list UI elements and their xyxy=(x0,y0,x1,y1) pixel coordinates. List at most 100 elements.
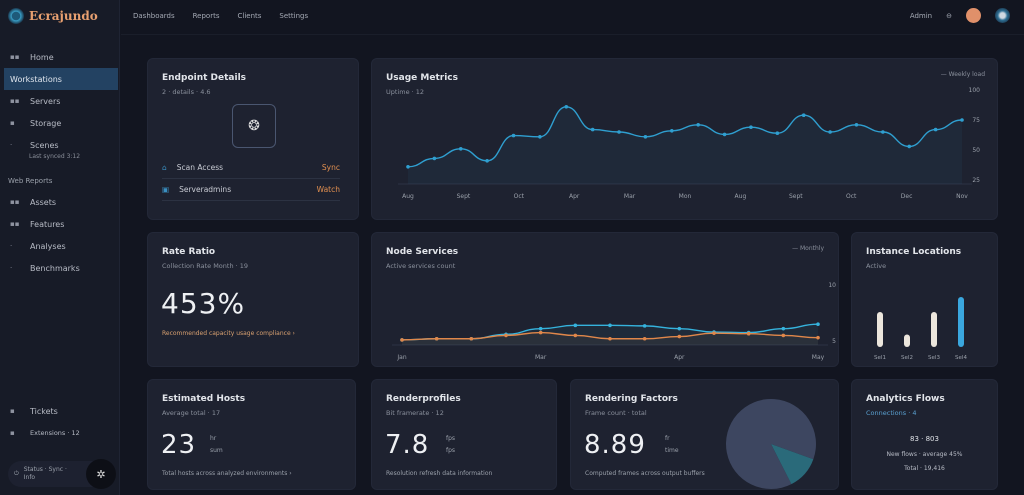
sidebar-item-sub: Last synced 3:12 xyxy=(29,153,81,160)
card-subtitle: Uptime · 12 xyxy=(386,88,425,96)
settings-button[interactable]: ✲ xyxy=(86,459,116,489)
sidebar-item-home[interactable]: ▪▪ Home xyxy=(0,46,120,68)
data-point xyxy=(677,326,682,331)
device-icon[interactable]: ❂ xyxy=(232,104,276,148)
data-point xyxy=(749,125,753,129)
sidebar-item-workstations[interactable]: Workstations xyxy=(4,68,118,90)
label: Benchmarks xyxy=(30,263,80,273)
sidebar-item-tickets[interactable]: ▪ Tickets xyxy=(0,400,120,422)
footer-status: Status · Sync · Info xyxy=(23,466,67,481)
x-tick-label: May xyxy=(812,354,825,361)
card-subtitle: Bit framerate · 12 xyxy=(386,409,444,417)
data-point xyxy=(801,113,806,117)
data-point xyxy=(960,118,964,122)
profiles-card: Renderprofiles Bit framerate · 12 7.8 fp… xyxy=(371,379,557,490)
user-label[interactable]: Admin xyxy=(909,11,933,20)
flows-line: 83 · 803 xyxy=(910,435,939,443)
data-point xyxy=(406,165,410,169)
bar xyxy=(877,312,883,347)
locations-chart: Sel1 Sel2 Sel3 Sel4 xyxy=(874,297,967,361)
label: Scenes xyxy=(30,140,59,150)
dot-icon: · xyxy=(10,264,13,272)
x-tick-label: Dec xyxy=(901,193,913,200)
card-title: Analytics Flows xyxy=(866,394,945,404)
x-tick-label: Oct xyxy=(514,193,525,200)
data-point xyxy=(775,131,780,135)
series-line xyxy=(407,106,963,168)
card-title: Instance Locations xyxy=(866,247,962,257)
data-point xyxy=(854,123,859,127)
power-icon[interactable]: ⏻ xyxy=(14,470,19,477)
data-point xyxy=(573,323,578,328)
data-point xyxy=(907,144,912,149)
sidebar-item-storage[interactable]: ▪ Storage xyxy=(0,112,120,134)
data-point xyxy=(781,326,786,331)
profile-icon[interactable] xyxy=(995,8,1010,23)
x-tick-label: Apr xyxy=(674,354,685,361)
home-icon: ⌂ xyxy=(162,163,167,172)
top-nav-item[interactable]: Reports xyxy=(192,12,220,20)
top-nav-item[interactable]: Settings xyxy=(279,12,309,20)
card-title: Endpoint Details xyxy=(162,73,247,83)
label: Home xyxy=(30,52,54,62)
sidebar-item-extensions[interactable]: ▪ Extensions · 12 xyxy=(0,422,120,444)
row-label: Serveradmins xyxy=(179,185,232,194)
sidebar-item-benchmarks[interactable]: · Benchmarks xyxy=(0,257,120,279)
y-tick-label: 75 xyxy=(972,117,980,124)
data-point xyxy=(590,127,595,132)
y-tick-label: 25 xyxy=(972,177,980,184)
data-point xyxy=(504,333,508,338)
device-row[interactable]: ⌂ Scan Access Sync xyxy=(162,157,340,179)
sidebar-footer: ⏻ Status · Sync · Info ✲ xyxy=(8,459,116,489)
sidebar-nav: ▪▪ Home Workstations ▪▪ Servers ▪ Storage ·… xyxy=(0,46,120,279)
kpi-footer[interactable]: Total hosts across analyzed environments… xyxy=(162,470,292,477)
series-area xyxy=(408,106,962,184)
sidebar-item-servers[interactable]: ▪▪ Servers xyxy=(0,90,120,112)
gear-icon: ✲ xyxy=(96,467,106,481)
data-point xyxy=(816,335,820,340)
sidebar-item-features[interactable]: ▪▪ Features xyxy=(0,213,120,235)
label: Analyses xyxy=(30,241,66,251)
y-tick-label: 100 xyxy=(969,87,981,94)
data-point xyxy=(722,132,727,137)
notification-icon[interactable]: ⊖ xyxy=(946,11,952,20)
x-tick-label: Aug xyxy=(402,193,414,200)
app-logo[interactable]: Ecrajundo xyxy=(8,8,98,24)
data-point xyxy=(469,336,474,341)
trend-chart: 100 75 50 25 Aug Sept Oct Apr Mar Mon Aug Sept Oct De… xyxy=(398,87,981,200)
card-subtitle: Collection Rate Month · 19 xyxy=(162,262,249,270)
sidebar-item-scenes[interactable]: · Scenes xyxy=(0,134,120,156)
bar-label: Sel1 xyxy=(874,355,886,361)
x-tick-label: Apr xyxy=(569,193,580,200)
server-icon: ▣ xyxy=(162,185,170,194)
data-point xyxy=(564,105,569,109)
y-tick-label: 10 xyxy=(828,282,836,289)
device-row[interactable]: ▣ Serveradmins Watch xyxy=(162,179,340,201)
bar xyxy=(958,297,964,347)
grid-icon: ▪ xyxy=(10,407,15,415)
sidebar-item-assets[interactable]: ▪▪ Assets xyxy=(0,191,120,213)
x-tick-label: Mar xyxy=(535,354,547,361)
ratio-footer[interactable]: Recommended capacity usage compliance › xyxy=(162,330,295,337)
data-point xyxy=(538,326,543,331)
y-tick-label: 5 xyxy=(832,338,836,345)
bar-label: Sel4 xyxy=(955,355,967,361)
grid-icon: ▪▪ xyxy=(10,220,20,228)
sidebar-item-analyses[interactable]: · Analyses xyxy=(0,235,120,257)
top-nav-item[interactable]: Dashboards xyxy=(133,12,175,20)
dot-icon: · xyxy=(10,141,13,149)
grid-icon: ▪▪ xyxy=(10,97,20,105)
x-tick-label: Mon xyxy=(679,193,692,200)
top-nav-item[interactable]: Clients xyxy=(237,12,262,20)
trend-card: Usage Metrics Uptime · 12 — Weekly load … xyxy=(371,58,998,220)
avatar[interactable] xyxy=(966,8,981,23)
card-subtitle: Active services count xyxy=(386,262,456,270)
dot-icon: · xyxy=(10,242,13,250)
kpi-footer: Resolution refresh data information xyxy=(386,470,493,477)
grid-icon: ▪ xyxy=(10,429,15,437)
card-subtitle: 2 · details · 4.6 xyxy=(162,88,211,96)
x-tick-label: Nov xyxy=(956,193,968,200)
kpi-unit: fr xyxy=(665,435,670,442)
data-point xyxy=(816,322,820,326)
topbar: Dashboards Reports Clients Settings Admi… xyxy=(121,0,1024,35)
